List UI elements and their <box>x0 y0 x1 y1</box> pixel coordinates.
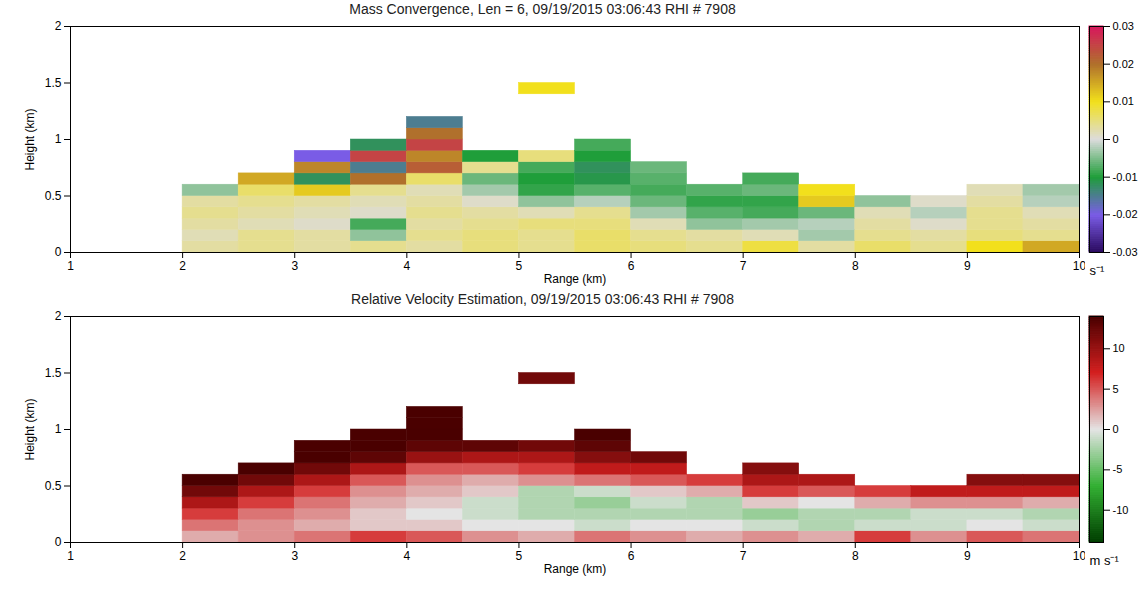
html-text:Mass Convergence, Len = 6, 09/: Mass Convergence, Len = 6, 09/19/2015 03… <box>349 1 736 17</box>
svg-text:0: 0 <box>55 535 62 549</box>
svg-text:1: 1 <box>55 132 62 146</box>
svg-text:5: 5 <box>516 549 523 563</box>
svg-text:9: 9 <box>964 259 971 273</box>
svg-text:5: 5 <box>516 259 523 273</box>
svg-text:7: 7 <box>740 549 747 563</box>
svg-text:1.5: 1.5 <box>45 76 62 90</box>
svg-text:1: 1 <box>67 549 74 563</box>
svg-text:-0.02: -0.02 <box>1113 208 1138 220</box>
svg-text:-5: -5 <box>1113 463 1123 475</box>
svg-text:6: 6 <box>628 549 635 563</box>
svg-text:9: 9 <box>964 549 971 563</box>
svg-text:1.5: 1.5 <box>45 366 62 380</box>
svg-text:7: 7 <box>740 259 747 273</box>
svg-text:2: 2 <box>55 19 62 33</box>
svg-text:-0.03: -0.03 <box>1113 246 1138 258</box>
svg-text:Range (km): Range (km) <box>544 562 607 576</box>
svg-text:0.5: 0.5 <box>45 479 62 493</box>
svg-text:10: 10 <box>1113 342 1125 354</box>
svg-text:0.02: 0.02 <box>1113 58 1134 70</box>
svg-text:4: 4 <box>403 259 410 273</box>
svg-text:0.03: 0.03 <box>1113 20 1134 32</box>
svg-text:6: 6 <box>628 259 635 273</box>
svg-text:-10: -10 <box>1113 504 1129 516</box>
svg-text:5: 5 <box>1113 383 1119 395</box>
svg-text:8: 8 <box>852 549 859 563</box>
svg-text:2: 2 <box>179 259 186 273</box>
svg-text:0.5: 0.5 <box>45 189 62 203</box>
svg-text:1: 1 <box>55 422 62 436</box>
svg-text:s⁻¹: s⁻¹ <box>1090 263 1106 278</box>
svg-text:3: 3 <box>291 259 298 273</box>
html-text:Relative Velocity Estimation,: Relative Velocity Estimation, 09/19/2015… <box>351 291 734 307</box>
svg-text:m s⁻¹: m s⁻¹ <box>1090 553 1120 568</box>
svg-text:Range (km): Range (km) <box>544 272 607 286</box>
svg-text:1: 1 <box>67 259 74 273</box>
svg-text:Height (km): Height (km) <box>23 398 37 460</box>
svg-text:8: 8 <box>852 259 859 273</box>
svg-text:3: 3 <box>291 549 298 563</box>
svg-text:-0.01: -0.01 <box>1113 171 1138 183</box>
svg-text:0: 0 <box>1113 133 1119 145</box>
svg-text:2: 2 <box>179 549 186 563</box>
svg-text:4: 4 <box>403 549 410 563</box>
svg-text:0: 0 <box>55 245 62 259</box>
svg-text:10: 10 <box>1073 549 1085 563</box>
svg-text:2: 2 <box>55 309 62 323</box>
svg-text:0.01: 0.01 <box>1113 95 1134 107</box>
svg-text:10: 10 <box>1073 259 1085 273</box>
svg-text:0: 0 <box>1113 423 1119 435</box>
svg-text:Height (km): Height (km) <box>23 108 37 170</box>
